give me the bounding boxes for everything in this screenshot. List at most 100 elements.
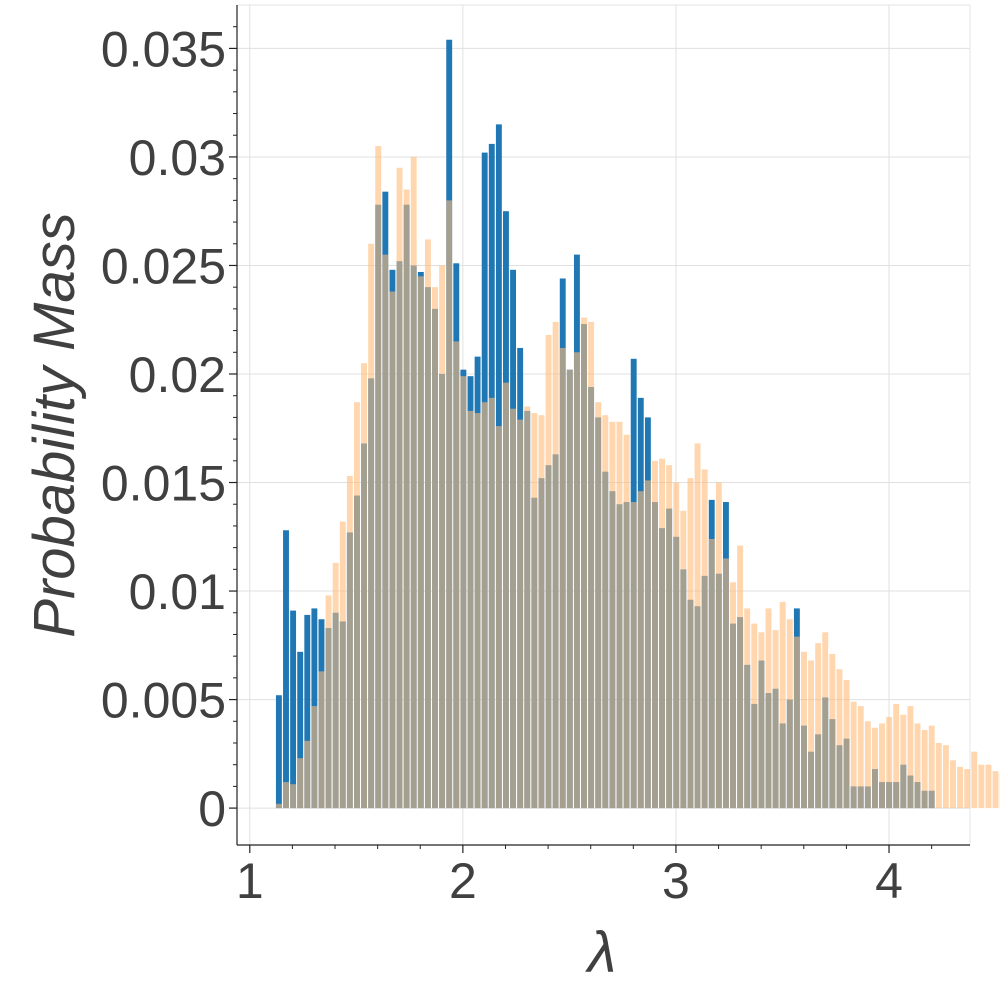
bars-layer xyxy=(276,40,1000,808)
bar xyxy=(340,522,346,809)
bar xyxy=(588,322,594,808)
bar xyxy=(496,426,502,808)
y-tick-label: 0.005 xyxy=(101,673,226,729)
bar xyxy=(815,643,821,808)
bar xyxy=(567,370,573,808)
y-axis-label: Probability Mass xyxy=(22,212,87,637)
bar xyxy=(915,723,921,808)
bar xyxy=(986,765,992,808)
bar xyxy=(822,632,828,808)
bar xyxy=(609,422,615,808)
bar xyxy=(425,239,431,808)
bar xyxy=(283,530,289,808)
bar xyxy=(751,624,757,809)
bar xyxy=(766,608,772,808)
bar xyxy=(659,459,665,808)
bar xyxy=(865,721,871,808)
y-tick-label: 0.035 xyxy=(101,21,226,77)
bar xyxy=(617,422,623,808)
y-tick-label: 0.025 xyxy=(101,238,226,294)
bar xyxy=(283,782,289,808)
bar xyxy=(702,470,708,809)
bar xyxy=(645,480,651,808)
bar xyxy=(276,804,282,808)
bar xyxy=(993,771,999,808)
bar xyxy=(844,680,850,808)
bar xyxy=(574,352,580,808)
bar xyxy=(801,652,807,808)
bar xyxy=(900,715,906,808)
bar xyxy=(709,539,715,808)
bar xyxy=(333,563,339,808)
bar xyxy=(354,402,360,808)
bar xyxy=(652,461,658,808)
bar xyxy=(375,146,381,808)
bar xyxy=(872,728,878,808)
bar xyxy=(858,706,864,808)
bar xyxy=(418,276,424,808)
x-tick-label: 4 xyxy=(875,853,903,909)
bar xyxy=(794,637,800,808)
y-tick-label: 0.01 xyxy=(129,564,226,620)
bar xyxy=(922,730,928,808)
bar xyxy=(411,157,417,808)
y-tick-label: 0.03 xyxy=(129,130,226,186)
y-tick-label: 0 xyxy=(198,781,226,837)
bar xyxy=(943,745,949,808)
x-tick-label: 1 xyxy=(236,853,264,909)
x-tick-label: 3 xyxy=(662,853,690,909)
bar xyxy=(304,741,310,808)
bar xyxy=(368,244,374,808)
bar xyxy=(808,661,814,809)
bar xyxy=(680,511,686,808)
y-tick-label: 0.015 xyxy=(101,456,226,512)
x-tick-label: 2 xyxy=(449,853,477,909)
bar xyxy=(546,335,552,808)
bar xyxy=(382,255,388,808)
bar xyxy=(482,402,488,808)
bar xyxy=(404,190,410,809)
bar xyxy=(971,752,977,808)
bar xyxy=(695,443,701,808)
bar xyxy=(886,717,892,808)
bar xyxy=(581,318,587,809)
bar xyxy=(957,767,963,808)
bar xyxy=(290,784,296,808)
bar xyxy=(326,595,332,808)
bar xyxy=(744,608,750,808)
bar xyxy=(553,322,559,808)
bar xyxy=(929,726,935,808)
bar xyxy=(829,654,835,808)
bar xyxy=(531,413,537,808)
bar xyxy=(503,383,509,808)
bar xyxy=(936,743,942,808)
bar xyxy=(893,704,899,808)
bar xyxy=(297,758,303,808)
bar xyxy=(773,630,779,808)
bar xyxy=(439,265,445,808)
bar xyxy=(602,415,608,808)
bar xyxy=(737,545,743,808)
bar xyxy=(524,407,530,809)
bar xyxy=(432,287,438,808)
bar xyxy=(510,409,516,808)
bar xyxy=(460,376,466,808)
bar xyxy=(673,483,679,809)
bar xyxy=(397,168,403,808)
y-tick-label: 0.02 xyxy=(129,347,226,403)
bar xyxy=(723,558,729,808)
bar xyxy=(978,765,984,808)
bar xyxy=(453,341,459,808)
bar xyxy=(595,402,601,808)
bar xyxy=(517,420,523,809)
bar xyxy=(780,602,786,808)
bar xyxy=(311,706,317,808)
bar xyxy=(716,483,722,809)
bar xyxy=(837,669,843,808)
bar xyxy=(638,491,644,808)
bar xyxy=(758,632,764,808)
bar xyxy=(468,411,474,808)
bar xyxy=(489,398,495,808)
bar xyxy=(560,348,566,808)
